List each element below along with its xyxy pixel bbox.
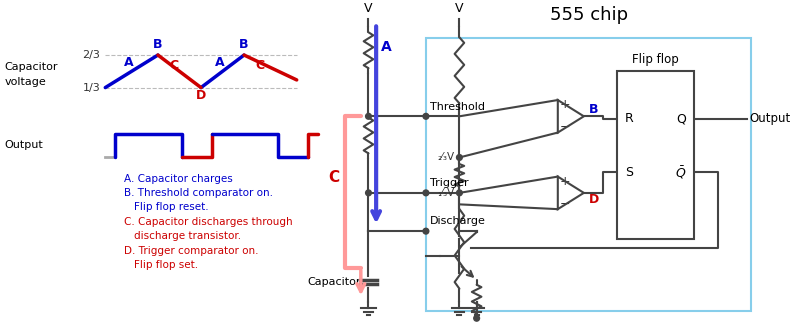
Text: 555 chip: 555 chip [550, 6, 628, 25]
Text: discharge transistor.: discharge transistor. [134, 231, 241, 241]
Text: D: D [589, 193, 599, 206]
Text: Flip flop set.: Flip flop set. [134, 260, 198, 270]
Text: Flip flop: Flip flop [632, 52, 679, 66]
Text: Capacitor: Capacitor [5, 61, 58, 72]
Text: C: C [169, 59, 179, 72]
Text: Threshold: Threshold [430, 101, 485, 112]
Text: A: A [215, 55, 224, 69]
Text: B: B [589, 103, 598, 116]
Circle shape [423, 114, 429, 119]
Text: D. Trigger comparator on.: D. Trigger comparator on. [124, 246, 259, 255]
Text: C: C [255, 59, 265, 72]
Text: 1/3: 1/3 [83, 83, 100, 93]
Text: S: S [625, 166, 633, 179]
Text: voltage: voltage [5, 77, 47, 87]
Circle shape [366, 114, 371, 119]
Text: V: V [364, 2, 373, 15]
Text: A. Capacitor charges: A. Capacitor charges [124, 174, 233, 184]
Text: C. Capacitor discharges through: C. Capacitor discharges through [124, 217, 293, 227]
Text: ₁⁄₃V: ₁⁄₃V [438, 188, 454, 198]
Text: Output: Output [5, 140, 43, 150]
Circle shape [457, 155, 462, 160]
Text: Output: Output [750, 112, 790, 125]
Bar [617, 71, 694, 239]
Text: Trigger: Trigger [430, 178, 468, 188]
Bar [426, 38, 751, 310]
Text: B: B [239, 38, 249, 51]
Text: −: − [559, 198, 570, 211]
Text: B: B [153, 38, 163, 51]
Text: 2/3: 2/3 [83, 50, 100, 60]
Text: Capacitor: Capacitor [307, 277, 361, 287]
Circle shape [457, 190, 462, 196]
Circle shape [423, 190, 429, 196]
Text: +: + [559, 98, 570, 111]
Text: Flip flop reset.: Flip flop reset. [134, 203, 209, 212]
Text: C: C [329, 170, 340, 185]
Text: +: + [559, 175, 570, 188]
Text: B. Threshold comparator on.: B. Threshold comparator on. [124, 188, 273, 198]
Text: V: V [455, 2, 464, 15]
Text: Discharge: Discharge [430, 216, 486, 226]
Text: Q: Q [676, 112, 687, 125]
Text: ₂⁄₃V: ₂⁄₃V [438, 153, 454, 163]
Text: −: − [559, 121, 570, 134]
Circle shape [366, 190, 371, 196]
Circle shape [474, 316, 480, 321]
Text: D: D [196, 89, 206, 102]
Text: R: R [625, 112, 634, 125]
Text: A: A [124, 55, 134, 69]
Text: A: A [381, 40, 392, 54]
Text: $\bar{Q}$: $\bar{Q}$ [675, 164, 687, 180]
Circle shape [423, 228, 429, 234]
